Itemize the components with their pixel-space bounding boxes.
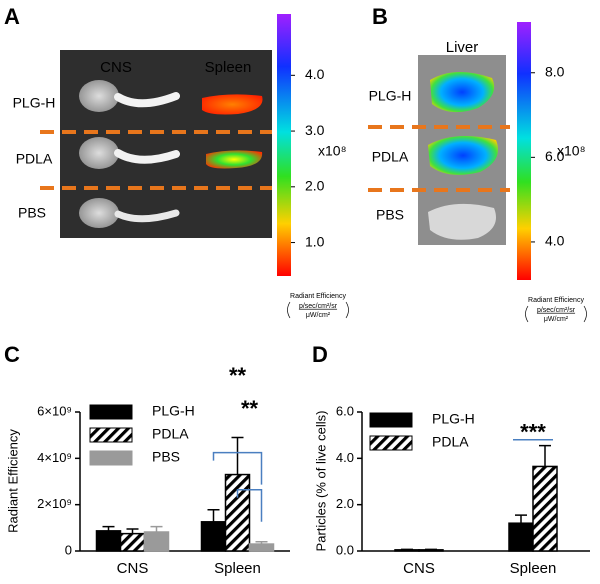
- legend-swatch: [369, 435, 413, 451]
- y-tick-label: 6.0: [336, 403, 354, 418]
- organs: [79, 80, 263, 228]
- y-tick-label: 6×10⁹: [37, 403, 72, 418]
- x-tick-label: CNS: [403, 560, 435, 577]
- bracket: [287, 301, 349, 319]
- colorbar-tick-label: 4.0: [305, 66, 325, 82]
- colorbar-tick-label: 3.0: [305, 122, 325, 138]
- x-tick-label: Spleen: [214, 560, 261, 577]
- x-tick-label: Spleen: [510, 560, 557, 577]
- legend-label: PLG-H: [152, 403, 195, 419]
- row-label: PDLA: [16, 151, 53, 167]
- legend-swatch: [89, 450, 133, 466]
- x-tick-label: CNS: [117, 560, 149, 577]
- panel-letter: A: [4, 4, 20, 29]
- bar: [119, 532, 146, 552]
- error-bar: [150, 525, 163, 533]
- colorbar: [517, 22, 531, 280]
- organs: [428, 71, 498, 240]
- legend-label: PDLA: [432, 434, 469, 450]
- significance-line: [236, 488, 263, 522]
- bar: [248, 543, 275, 552]
- y-axis-label: Particles (% of live cells): [313, 411, 328, 552]
- row-label: PLG-H: [369, 88, 412, 104]
- y-tick-label: 2×10⁹: [37, 496, 72, 511]
- legend-swatch: [369, 412, 413, 428]
- y-tick-label: 2.0: [336, 496, 354, 511]
- y-tick-label: 4.0: [336, 450, 354, 465]
- bar: [532, 465, 558, 552]
- significance-label: ***: [520, 420, 546, 445]
- legend-swatch: [89, 427, 133, 443]
- bracket: [525, 305, 587, 323]
- legend-label: PDLA: [152, 426, 189, 442]
- error-bar: [126, 528, 139, 534]
- error-bar: [515, 514, 527, 524]
- y-tick-label: 0.0: [336, 542, 354, 557]
- y-tick-label: 4×10⁹: [37, 450, 72, 465]
- legend-label: PBS: [152, 449, 180, 465]
- row-dividers: [368, 125, 510, 192]
- row-label: PLG-H: [13, 95, 56, 111]
- colorbar-tick-label: 8.0: [545, 63, 565, 79]
- colorbar-unit-numerator: p/sec/cm²/sr: [299, 303, 338, 310]
- bar: [224, 473, 251, 552]
- row-label: PBS: [18, 205, 46, 221]
- bar: [200, 521, 227, 552]
- column-label: Liver: [446, 39, 479, 56]
- colorbar-unit-numerator: p/sec/cm²/sr: [537, 307, 576, 314]
- column-label: Spleen: [205, 59, 252, 76]
- colorbar-tick-label: 2.0: [305, 178, 325, 194]
- bar: [508, 522, 534, 552]
- bar: [143, 531, 170, 552]
- error-bar: [255, 540, 268, 545]
- error-bar: [102, 525, 115, 531]
- significance-label: **: [241, 396, 259, 421]
- bar: [95, 530, 122, 552]
- colorbar-multiplier: x10⁸: [318, 143, 347, 159]
- error-bar: [539, 444, 551, 467]
- colorbar-multiplier: x10⁸: [557, 143, 586, 159]
- colorbar-unit-denominator: μW/cm²: [306, 312, 331, 319]
- colorbar-tick-label: 6.0: [545, 148, 565, 164]
- significance-label: **: [229, 363, 247, 388]
- colorbar: [277, 14, 291, 276]
- colorbar-tick-label: 4.0: [545, 233, 565, 249]
- row-dividers: [40, 130, 272, 190]
- y-axis-label: Radiant Efficiency: [5, 429, 20, 533]
- colorbar-unit-denominator: μW/cm²: [544, 316, 569, 323]
- y-tick-label: 0: [65, 542, 72, 557]
- row-label: PBS: [376, 207, 404, 223]
- colorbar-unit: Radiant Efficiency: [290, 293, 346, 300]
- legend-label: PLG-H: [432, 411, 475, 427]
- column-label: CNS: [100, 59, 132, 76]
- panel-letter: C: [4, 342, 20, 367]
- colorbar-tick-label: 1.0: [305, 233, 325, 249]
- colorbar-unit: Radiant Efficiency: [528, 297, 584, 304]
- error-bar: [207, 509, 220, 522]
- row-label: PDLA: [372, 149, 409, 165]
- significance-line: [212, 451, 263, 485]
- legend-swatch: [89, 404, 133, 420]
- error-bar: [231, 436, 244, 475]
- panel-letter: D: [312, 342, 328, 367]
- panel-letter: B: [372, 4, 388, 29]
